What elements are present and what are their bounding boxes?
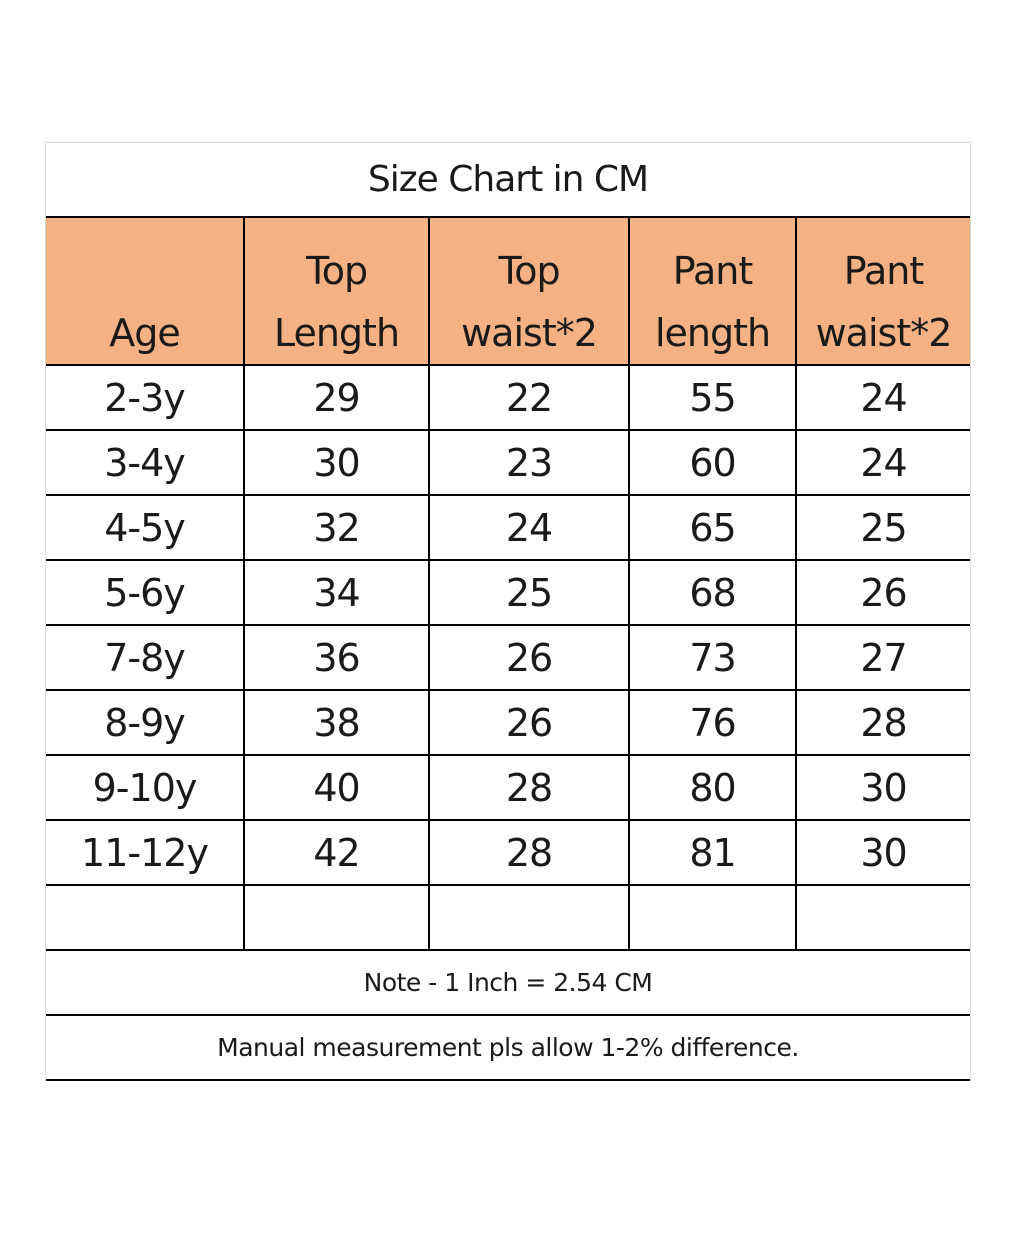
cell-age: 5-6y [46,560,244,626]
cell-pant-waist: 24 [795,365,970,431]
header-row: Age Top Length Top waist*2 Pant length P… [46,218,970,366]
table-row: 7-8y 36 26 73 27 [46,625,970,691]
cell-top-waist: 25 [428,560,629,626]
header-age: Age [46,218,244,366]
cell-pant-length: 80 [628,755,796,821]
header-line-1: Top [498,249,560,293]
cell-pant-length [628,885,796,951]
cell-top-waist: 22 [428,365,629,431]
size-chart-table: Age Top Length Top waist*2 Pant length P… [46,218,970,951]
cell-pant-waist: 30 [795,820,970,886]
header-pant-length: Pant length [628,218,796,366]
cell-top-length [243,885,429,951]
cell-top-waist: 28 [428,820,629,886]
header-line-1: Pant [843,249,924,293]
header-line-2: waist*2 [461,311,598,355]
cell-top-waist [428,885,629,951]
table-row: 9-10y 40 28 80 30 [46,755,970,821]
size-chart-title: Size Chart in CM [46,143,970,218]
cell-top-waist: 28 [428,755,629,821]
table-row: 4-5y 32 24 65 25 [46,495,970,561]
table-row-empty [46,885,970,951]
cell-top-length: 42 [243,820,429,886]
cell-pant-waist: 26 [795,560,970,626]
cell-pant-length: 68 [628,560,796,626]
note-conversion: Note - 1 Inch = 2.54 CM [46,951,970,1016]
cell-top-waist: 26 [428,625,629,691]
cell-pant-length: 81 [628,820,796,886]
header-line-2: length [654,311,771,355]
cell-pant-waist [795,885,970,951]
note-measurement: Manual measurement pls allow 1-2% differ… [46,1016,970,1081]
cell-age: 7-8y [46,625,244,691]
cell-top-waist: 23 [428,430,629,496]
cell-top-length: 29 [243,365,429,431]
cell-pant-waist: 24 [795,430,970,496]
cell-top-length: 36 [243,625,429,691]
cell-top-length: 40 [243,755,429,821]
cell-top-length: 30 [243,430,429,496]
header-top-length: Top Length [243,218,429,366]
cell-age: 3-4y [46,430,244,496]
table-row: 8-9y 38 26 76 28 [46,690,970,756]
cell-top-length: 38 [243,690,429,756]
table-row: 5-6y 34 25 68 26 [46,560,970,626]
header-line-2: Age [109,311,181,355]
header-pant-waist: Pant waist*2 [795,218,970,366]
header-line-1: Top [305,249,368,293]
header-top-waist: Top waist*2 [428,218,629,366]
cell-pant-waist: 27 [795,625,970,691]
header-line-2: Length [273,311,400,355]
cell-pant-waist: 28 [795,690,970,756]
cell-top-waist: 24 [428,495,629,561]
cell-age: 11-12y [46,820,244,886]
cell-top-length: 32 [243,495,429,561]
cell-pant-length: 65 [628,495,796,561]
cell-age: 4-5y [46,495,244,561]
table-row: 2-3y 29 22 55 24 [46,365,970,431]
cell-top-length: 34 [243,560,429,626]
header-line-1: Pant [672,249,753,293]
cell-age [46,885,244,951]
table-row: 3-4y 30 23 60 24 [46,430,970,496]
cell-age: 2-3y [46,365,244,431]
cell-top-waist: 26 [428,690,629,756]
cell-pant-length: 60 [628,430,796,496]
cell-pant-length: 73 [628,625,796,691]
cell-pant-waist: 30 [795,755,970,821]
size-chart-sheet: Size Chart in CM Age Top Length Top wais… [45,142,971,1081]
table-row: 11-12y 42 28 81 30 [46,820,970,886]
cell-pant-length: 76 [628,690,796,756]
header-line-2: waist*2 [815,311,953,355]
cell-age: 9-10y [46,755,244,821]
cell-pant-length: 55 [628,365,796,431]
cell-age: 8-9y [46,690,244,756]
cell-pant-waist: 25 [795,495,970,561]
